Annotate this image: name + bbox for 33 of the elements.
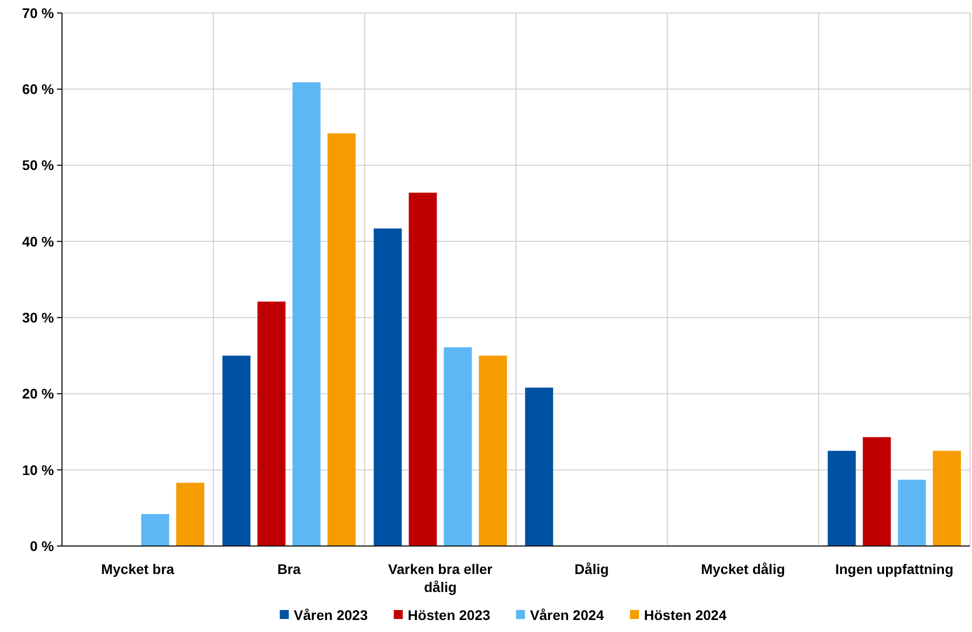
bar: [828, 450, 856, 546]
x-tick-label: Ingen uppfattning: [835, 561, 954, 577]
bar: [862, 437, 891, 546]
bar: [444, 347, 472, 546]
bar: [374, 228, 402, 546]
bar: [222, 356, 250, 546]
legend-label: Hösten 2024: [644, 607, 727, 623]
bar: [141, 514, 170, 546]
y-tick-label: 20 %: [22, 386, 55, 402]
legend-label: Våren 2023: [294, 607, 368, 623]
bar: [292, 82, 321, 546]
bar: [932, 450, 961, 546]
bar: [176, 482, 204, 546]
y-tick-label: 40 %: [22, 233, 55, 250]
y-tick-label: 30 %: [22, 309, 55, 326]
y-tick-label: 70 %: [22, 4, 55, 21]
bar: [257, 302, 286, 546]
y-tick-label: 10 %: [22, 462, 55, 478]
bar: [898, 480, 926, 546]
y-tick-label: 60 %: [22, 81, 55, 98]
bar: [525, 388, 554, 546]
bar: [478, 356, 507, 546]
x-tick-label: Dålig: [574, 561, 609, 577]
legend-label: Våren 2024: [530, 607, 604, 623]
bar: [408, 192, 437, 546]
x-tick-label: Mycket bra: [101, 561, 174, 577]
bar: [328, 133, 356, 546]
x-tick-label: Mycket dålig: [700, 561, 786, 577]
y-tick-label: 0 %: [30, 538, 55, 554]
x-tick-label: Varken bra eller dålig: [388, 561, 494, 595]
y-tick-label: 50 %: [22, 157, 55, 174]
x-tick-label: Bra: [277, 561, 301, 577]
legend-label: Hösten 2023: [408, 607, 490, 623]
